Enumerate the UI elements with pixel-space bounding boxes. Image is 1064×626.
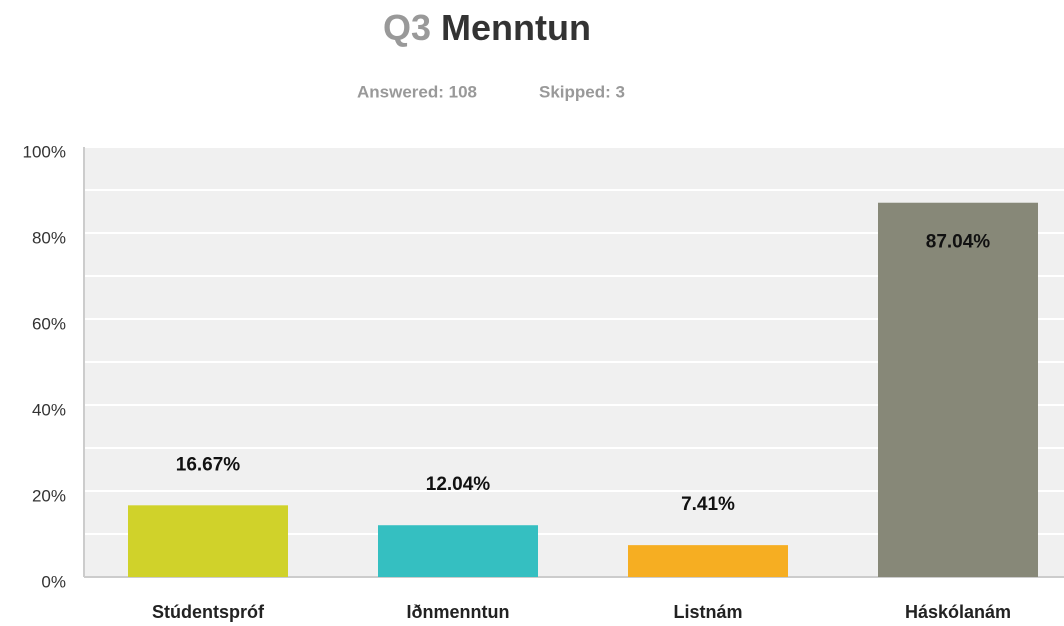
- y-tick-label: 0%: [41, 572, 66, 591]
- x-tick-label: Listnám: [673, 602, 742, 622]
- y-tick-label: 20%: [32, 486, 66, 505]
- value-label: 7.41%: [681, 494, 735, 515]
- y-tick-label: 40%: [32, 400, 66, 419]
- bar: [128, 505, 288, 577]
- x-tick-label: Iðnmenntun: [407, 602, 510, 622]
- value-label: 12.04%: [426, 474, 491, 495]
- chart-heading: Q3 Menntun: [383, 7, 591, 48]
- bar: [878, 202, 1038, 577]
- skipped: Skipped: 3: [539, 82, 625, 101]
- y-tick-label: 100%: [23, 142, 66, 161]
- y-tick-label: 80%: [32, 228, 66, 247]
- question-number: Q3: [383, 7, 431, 48]
- x-tick-label: Stúdentspróf: [152, 602, 265, 622]
- answered: Answered: 108: [357, 82, 477, 101]
- chart-title: Menntun: [441, 7, 591, 48]
- bar: [628, 545, 788, 577]
- y-tick-label: 60%: [32, 314, 66, 333]
- value-label: 16.67%: [176, 454, 241, 475]
- x-tick-label: Háskólanám: [905, 602, 1011, 622]
- bar: [378, 525, 538, 577]
- value-label: 87.04%: [926, 232, 991, 253]
